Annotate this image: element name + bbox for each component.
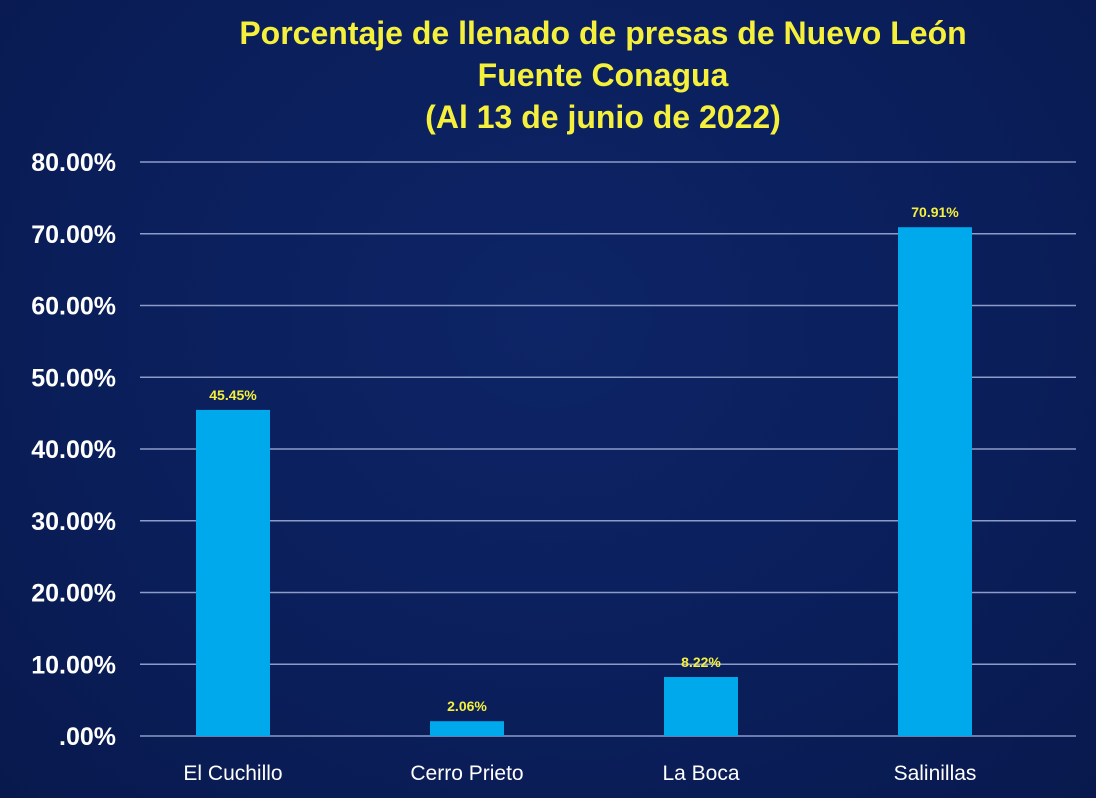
bar xyxy=(664,677,738,736)
x-tick-label: El Cuchillo xyxy=(183,762,282,785)
y-tick-label: .00% xyxy=(59,723,116,751)
data-label: 2.06% xyxy=(447,698,487,714)
y-tick-label: 60.00% xyxy=(31,293,116,321)
x-tick-label: Cerro Prieto xyxy=(410,762,523,785)
y-tick-label: 70.00% xyxy=(31,221,116,249)
y-tick-label: 80.00% xyxy=(31,149,116,177)
y-tick-label: 40.00% xyxy=(31,436,116,464)
x-tick-label: La Boca xyxy=(662,762,739,785)
data-label: 45.45% xyxy=(209,387,257,403)
chart-title-line-3: (Al 13 de junio de 2022) xyxy=(425,99,781,135)
y-tick-label: 50.00% xyxy=(31,364,116,392)
y-tick-label: 20.00% xyxy=(31,580,116,608)
y-tick-label: 30.00% xyxy=(31,508,116,536)
chart-title-line-1: Porcentaje de llenado de presas de Nuevo… xyxy=(239,15,967,51)
y-tick-label: 10.00% xyxy=(31,651,116,679)
x-tick-label: Salinillas xyxy=(894,762,977,785)
bar xyxy=(196,409,270,736)
chart-title-line-2: Fuente Conagua xyxy=(477,57,729,93)
bar xyxy=(430,721,504,736)
bar xyxy=(898,227,972,736)
data-label: 8.22% xyxy=(681,654,721,670)
data-label: 70.91% xyxy=(911,204,959,220)
